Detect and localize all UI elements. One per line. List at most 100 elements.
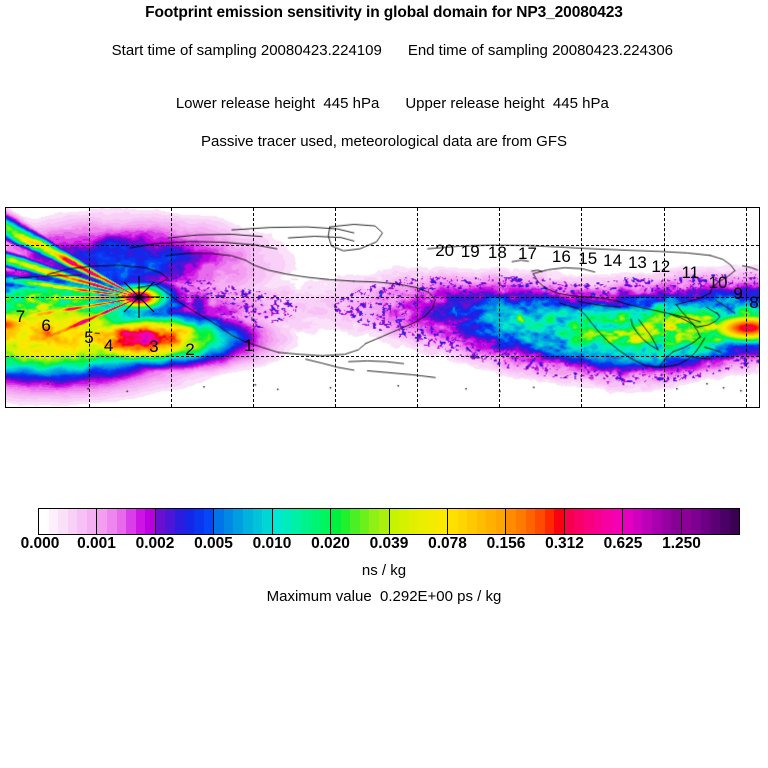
colorbar-band — [457, 509, 468, 534]
colorbar-band — [651, 509, 662, 534]
colorbar-wrapper — [38, 508, 740, 535]
colorbar-tick-label: 1.250 — [662, 535, 701, 552]
colorbar-band — [135, 509, 146, 534]
colorbar-band — [623, 509, 633, 534]
figure-title: Footprint emission sensitivity in global… — [145, 4, 623, 21]
colorbar-band — [642, 509, 652, 534]
colorbar-tick-label: 0.156 — [486, 535, 526, 552]
trajectory-day-label: 20 — [435, 240, 455, 260]
colorbar-band — [593, 509, 604, 534]
trajectory-day-label: 4 — [103, 336, 114, 356]
colorbar-band — [661, 509, 672, 534]
colorbar-tick-labels: 0.000 0.001 0.002 0.005 0.010 0.020 0.039 0.078… — [0, 536, 768, 556]
trajectory-day-label: 8 — [749, 292, 759, 312]
colorbar-tick-label: 0.001 — [77, 535, 116, 552]
colorbar-band — [535, 509, 545, 534]
colorbar-band — [252, 509, 263, 534]
trajectory-day-label: 12 — [651, 256, 671, 276]
colorbar-band — [515, 509, 526, 534]
colorbar-band — [145, 509, 155, 534]
colorbar-segment — [447, 509, 507, 534]
colorbar-band — [729, 509, 740, 534]
colorbar-band — [408, 509, 419, 534]
colorbar-band — [272, 509, 283, 534]
tracer-meteorology-label: Passive tracer used, meteorological data… — [201, 132, 567, 150]
colorbar-band — [175, 509, 185, 534]
trajectory-day-label: 9 — [733, 283, 743, 303]
map-panel: 1 2 3 4 5 6 7 8 9 10 11 12 13 14 15 16 17 18 19 20 — [5, 207, 760, 408]
colorbar-band — [369, 509, 379, 534]
trajectory-day-label: 2 — [185, 340, 195, 360]
colorbar-band — [681, 509, 692, 534]
colorbar — [38, 508, 740, 535]
colorbar-segment — [506, 509, 565, 534]
colorbar-band — [243, 509, 253, 534]
colorbar-tick-label: 0.039 — [369, 535, 409, 552]
colorbar-tick-label: 0.625 — [603, 535, 643, 552]
colorbar-segment — [272, 509, 332, 534]
colorbar-band — [574, 509, 584, 534]
colorbar-band — [184, 509, 195, 534]
colorbar-band — [359, 509, 370, 534]
colorbar-band — [525, 509, 536, 534]
colorbar-band — [116, 509, 127, 534]
trajectory-day-label: 16 — [551, 246, 571, 266]
colorbar-band — [399, 509, 409, 534]
lower-release-height-label: Lower release height 445 hPa — [175, 94, 380, 112]
colorbar-band — [194, 509, 204, 534]
colorbar-band — [467, 509, 477, 534]
colorbar-band — [554, 509, 564, 534]
trajectory-day-label: 3 — [149, 337, 159, 357]
colorbar-band — [155, 509, 166, 534]
footprint-map-canvas — [6, 208, 759, 407]
colorbar-band — [233, 509, 243, 534]
release-height-line: Lower release height 445 hPa Upper releas… — [0, 81, 768, 126]
colorbar-band — [389, 509, 400, 534]
upper-release-height-label: Upper release height 445 hPa — [405, 94, 609, 112]
colorbar-band — [437, 509, 447, 534]
colorbar-segment — [331, 509, 390, 534]
trajectory-day-label: 17 — [518, 243, 537, 263]
colorbar-band — [262, 509, 272, 534]
trajectory-day-label: 14 — [603, 250, 623, 270]
colorbar-segment — [155, 509, 215, 534]
colorbar-band — [331, 509, 341, 534]
colorbar-band — [427, 509, 438, 534]
colorbar-band — [476, 509, 487, 534]
colorbar-band — [39, 509, 49, 534]
colorbar-band — [506, 509, 516, 534]
colorbar-band — [495, 509, 506, 534]
trajectory-day-label: 1 — [243, 336, 254, 356]
colorbar-band — [691, 509, 701, 534]
colorbar-segment — [214, 509, 273, 534]
colorbar-tick-label: 0.078 — [428, 535, 467, 552]
colorbar-band — [223, 509, 234, 534]
figure-header: Footprint emission sensitivity in global… — [0, 0, 768, 149]
trajectory-day-label: 18 — [487, 242, 507, 262]
colorbar-tick-label: 0.010 — [252, 535, 292, 552]
colorbar-band — [107, 509, 117, 534]
colorbar-tick-label: 0.002 — [135, 535, 175, 552]
colorbar-segment — [97, 509, 156, 534]
colorbar-band — [583, 509, 594, 534]
maximum-value-label: Maximum value 0.292E+00 ps / kg — [266, 588, 502, 605]
colorbar-band — [379, 509, 389, 534]
colorbar-band — [86, 509, 97, 534]
end-time-label: End time of sampling 20080423.224306 — [407, 41, 674, 59]
colorbar-band — [77, 509, 87, 534]
colorbar-band — [544, 509, 555, 534]
colorbar-band — [710, 509, 720, 534]
colorbar-band — [320, 509, 331, 534]
colorbar-tick-label: 0.020 — [311, 535, 350, 552]
colorbar-tick-label: 0.312 — [545, 535, 584, 552]
trajectory-day-label: 5 — [84, 328, 94, 348]
trajectory-day-label: 15 — [578, 248, 598, 268]
trajectory-day-label: 7 — [15, 306, 26, 326]
trajectory-day-label: 10 — [708, 272, 728, 292]
colorbar-band — [632, 509, 643, 534]
colorbar-band — [671, 509, 681, 534]
colorbar-band — [311, 509, 321, 534]
colorbar-tick-label: 0.005 — [194, 535, 233, 552]
colorbar-band — [291, 509, 302, 534]
colorbar-band — [282, 509, 292, 534]
